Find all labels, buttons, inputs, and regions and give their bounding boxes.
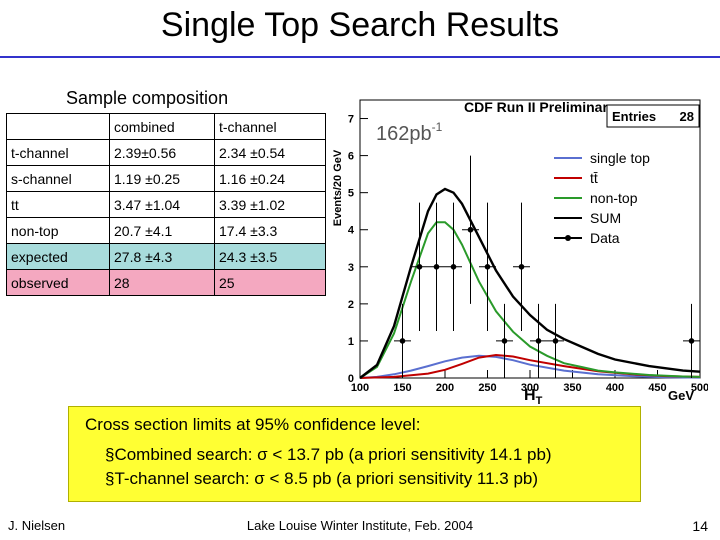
legend-label: single top bbox=[590, 150, 650, 166]
data-point bbox=[535, 338, 542, 344]
luminosity-value: 162pb bbox=[376, 123, 432, 145]
data-point bbox=[416, 264, 423, 270]
cell-tchannel: 1.16 ±0.24 bbox=[214, 165, 326, 192]
row-label: observed bbox=[6, 269, 110, 296]
data-point bbox=[688, 338, 695, 344]
legend-label: Data bbox=[590, 230, 620, 246]
row-label: non-top bbox=[6, 217, 110, 244]
y-tick-label: 4 bbox=[348, 225, 355, 237]
series-line-sum bbox=[359, 187, 701, 379]
axis-ticks: 100 150 200 250 300 350 400 450 500 0 1 2 3 4 5 6 7 bbox=[348, 114, 708, 394]
cell-tchannel: 24.3 ±3.5 bbox=[214, 243, 326, 270]
x-tick-label: 300 bbox=[521, 382, 539, 394]
row-label: s-channel bbox=[6, 165, 110, 192]
page-number: 14 bbox=[692, 518, 708, 534]
y-tick-label: 2 bbox=[348, 299, 354, 311]
cell-combined: 27.8 ±4.3 bbox=[109, 243, 215, 270]
y-tick-label: 0 bbox=[348, 373, 354, 385]
data-point bbox=[399, 338, 406, 344]
table-row: tt 3.47 ±1.04 3.39 ±1.02 bbox=[6, 191, 326, 218]
x-tick-label: 350 bbox=[563, 382, 581, 394]
curves bbox=[359, 187, 701, 379]
table-row: t-channel 2.39±0.56 2.34 ±0.54 bbox=[6, 139, 326, 166]
footer-author: J. Nielsen bbox=[8, 518, 66, 533]
y-axis-label: Events/20 GeV bbox=[332, 149, 344, 226]
y-tick-label: 6 bbox=[348, 151, 354, 163]
y-tick-label: 3 bbox=[348, 262, 354, 274]
cell-combined: 28 bbox=[109, 269, 215, 296]
x-axis-symbol: H bbox=[524, 387, 536, 404]
x-axis-label: HT bbox=[524, 387, 543, 407]
x-axis-unit: GeV bbox=[668, 388, 694, 403]
data-points bbox=[394, 155, 700, 378]
ht-distribution-chart: CDF Run II Preliminary Events/20 GeV 162… bbox=[332, 99, 708, 407]
stats-label: Entries bbox=[612, 109, 656, 124]
composition-table: combined t-channel t-channel 2.39±0.56 2… bbox=[6, 113, 326, 296]
cell-combined: 2.39±0.56 bbox=[109, 139, 215, 166]
data-point bbox=[467, 226, 474, 233]
row-label: expected bbox=[6, 243, 110, 270]
x-tick-label: 450 bbox=[648, 382, 666, 394]
data-point bbox=[484, 264, 491, 270]
footer-conference: Lake Louise Winter Institute, Feb. 2004 bbox=[246, 518, 474, 533]
slide-title: Single Top Search Results bbox=[160, 6, 560, 44]
stats-value: 28 bbox=[680, 109, 694, 124]
tchannel-search-limit: §T-channel search: σ < 8.5 pb (a priori … bbox=[105, 469, 539, 488]
y-tick-label: 1 bbox=[348, 336, 354, 348]
y-tick-label: 7 bbox=[348, 114, 354, 126]
title-divider bbox=[0, 56, 720, 58]
data-point bbox=[552, 338, 559, 344]
row-label: t-channel bbox=[6, 139, 110, 166]
data-point bbox=[518, 264, 525, 270]
cross-section-box: Cross section limits at 95% confidence l… bbox=[68, 406, 641, 502]
composition-title: Sample composition bbox=[66, 88, 229, 108]
header-cell: combined bbox=[109, 113, 215, 140]
cross-section-heading: Cross section limits at 95% confidence l… bbox=[85, 415, 421, 434]
luminosity-label: 162pb-1 bbox=[376, 120, 443, 145]
x-tick-label: 150 bbox=[393, 382, 411, 394]
luminosity-exponent: -1 bbox=[432, 120, 443, 134]
table-row: s-channel 1.19 ±0.25 1.16 ±0.24 bbox=[6, 165, 326, 192]
data-point bbox=[433, 264, 440, 270]
stats-box bbox=[606, 104, 700, 128]
data-point bbox=[450, 264, 457, 270]
cell-tchannel: 25 bbox=[214, 269, 326, 296]
x-tick-label: 200 bbox=[436, 382, 454, 394]
x-tick-label: 250 bbox=[478, 382, 496, 394]
x-tick-label: 100 bbox=[351, 382, 369, 394]
chart-title: CDF Run II Preliminary bbox=[464, 99, 616, 115]
cell-combined: 3.47 ±1.04 bbox=[109, 191, 215, 218]
cell-tchannel: 3.39 ±1.02 bbox=[214, 191, 326, 218]
cell-combined: 20.7 ±4.1 bbox=[109, 217, 215, 244]
table-row-expected: expected 27.8 ±4.3 24.3 ±3.5 bbox=[6, 243, 326, 270]
x-tick-label: 400 bbox=[606, 382, 624, 394]
x-tick-label: 500 bbox=[691, 382, 708, 394]
x-axis-subscript: T bbox=[536, 395, 543, 407]
combined-search-limit: §Combined search: σ < 13.7 pb (a priori … bbox=[105, 445, 552, 464]
y-tick-label: 5 bbox=[348, 188, 354, 200]
cell-tchannel: 17.4 ±3.3 bbox=[214, 217, 326, 244]
legend-label: SUM bbox=[590, 210, 621, 226]
legend-label: non-top bbox=[590, 190, 638, 206]
header-cell: t-channel bbox=[214, 113, 326, 140]
legend-label: tt̄ bbox=[590, 170, 598, 186]
legend: single top tt̄ non-top SUM Data bbox=[554, 150, 650, 246]
legend-marker bbox=[565, 235, 571, 241]
data-point bbox=[501, 338, 508, 344]
cell-tchannel: 2.34 ±0.54 bbox=[214, 139, 326, 166]
header-cell bbox=[6, 113, 110, 140]
table-row-observed: observed 28 25 bbox=[6, 269, 326, 296]
table-row: non-top 20.7 ±4.1 17.4 ±3.3 bbox=[6, 217, 326, 244]
cell-combined: 1.19 ±0.25 bbox=[109, 165, 215, 192]
table-header-row: combined t-channel bbox=[6, 113, 326, 140]
row-label: tt bbox=[6, 191, 110, 218]
series-line-non-top bbox=[359, 221, 701, 379]
